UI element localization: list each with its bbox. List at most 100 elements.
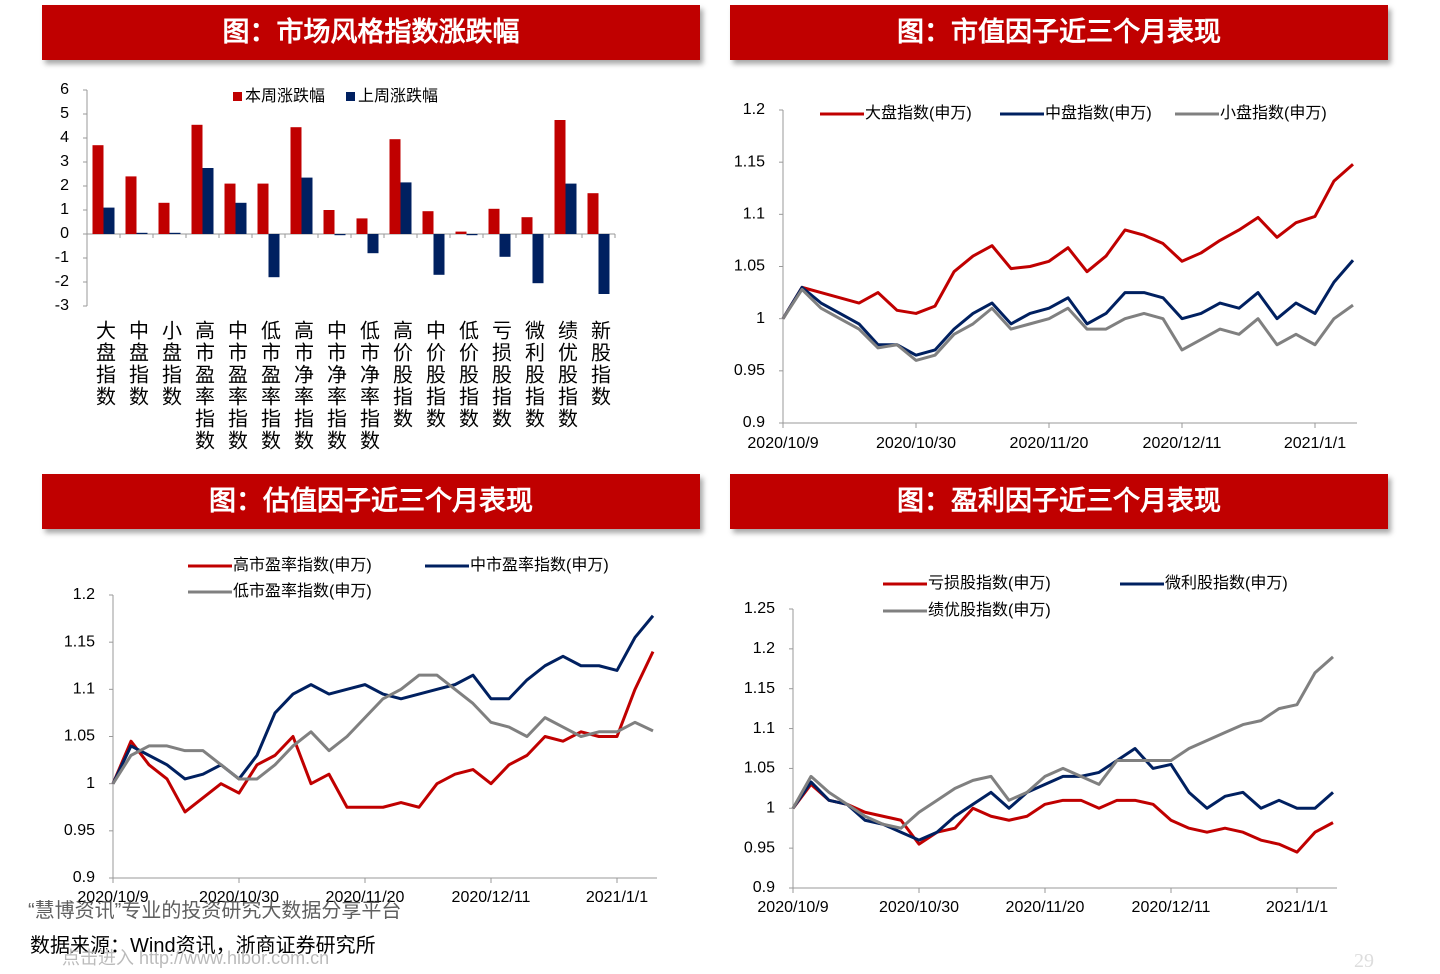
y-tick-label: 1.05: [64, 728, 95, 745]
legend-label: 中市盈率指数(申万): [470, 556, 609, 574]
bar: [532, 234, 544, 284]
legend-label: 绩优股指数(申万): [928, 601, 1051, 619]
bar: [455, 231, 467, 234]
x-tick-label: 中市净率指数: [324, 320, 347, 452]
x-tick-label: 2020/11/20: [326, 889, 405, 906]
x-tick-label: 2021/1/1: [1266, 899, 1328, 916]
legend-label: 低市盈率指数(申万): [233, 582, 372, 600]
x-tick-label: 微利股指数: [522, 320, 545, 430]
x-tick-label: 2020/10/30: [199, 889, 279, 906]
bar: [125, 176, 137, 234]
y-tick-label: 4: [60, 129, 69, 146]
x-tick-label: 2020/10/9: [757, 899, 828, 916]
y-tick-label: 0.9: [73, 869, 95, 886]
y-tick-label: 0.95: [744, 839, 775, 856]
x-tick-label: 2020/11/20: [1006, 899, 1085, 916]
y-tick-label: 1: [60, 201, 69, 218]
y-tick-label: 1.15: [744, 680, 775, 697]
x-tick-label: 低市盈率指数: [258, 320, 281, 452]
y-tick-label: 1.15: [64, 633, 95, 650]
x-tick-label: 2020/12/11: [1132, 899, 1211, 916]
bar: [268, 234, 280, 278]
x-tick-label: 2020/12/11: [452, 889, 531, 906]
chart-title: 图：盈利因子近三个月表现: [730, 474, 1388, 529]
legend-label: 中盘指数(申万): [1045, 103, 1152, 122]
y-tick-label: 5: [60, 105, 69, 122]
y-tick-label: 1.05: [744, 760, 775, 777]
bar: [158, 202, 170, 234]
y-tick-label: 1.05: [734, 258, 765, 275]
y-tick-label: 0.95: [64, 822, 95, 839]
bar: [169, 232, 181, 234]
source: 数据来源：Wind资讯，浙商证券研究所: [30, 935, 376, 957]
bar: [334, 234, 346, 236]
bar: [323, 210, 335, 234]
bar: [257, 183, 269, 234]
legend-label: 微利股指数(申万): [1165, 574, 1288, 592]
series-line: [781, 163, 1354, 320]
x-tick-label: 2021/1/1: [586, 889, 648, 906]
x-tick-label: 高市盈率指数: [192, 320, 215, 452]
y-tick-label: -3: [55, 297, 69, 314]
bar: [191, 124, 203, 234]
series-line: [111, 614, 655, 785]
x-tick-label: 中盘指数: [126, 320, 149, 408]
bar: [356, 218, 368, 234]
bar: [587, 193, 599, 234]
x-tick-label: 2020/10/30: [876, 435, 956, 452]
bar: [521, 217, 533, 234]
legend-label: 亏损股指数(申万): [928, 574, 1051, 592]
y-tick-label: 1.25: [744, 600, 775, 617]
x-tick-label: 绩优股指数: [555, 320, 578, 430]
series-line: [781, 287, 1354, 362]
y-tick-label: 1.1: [753, 720, 775, 737]
legend-label: 小盘指数(申万): [1220, 103, 1327, 122]
bar: [466, 234, 478, 236]
x-tick-label: 新股指数: [588, 320, 611, 408]
legend-swatch: [346, 92, 355, 101]
series-line: [791, 655, 1334, 830]
y-tick-label: 1.1: [73, 681, 95, 698]
bar: [235, 202, 247, 234]
x-tick-label: 中价股指数: [423, 320, 446, 430]
x-tick-label: 2020/10/9: [77, 889, 148, 906]
x-tick-label: 低价股指数: [456, 320, 479, 430]
x-tick-label: 小盘指数: [159, 320, 182, 408]
series-line: [111, 673, 654, 785]
series-line: [111, 650, 655, 814]
legend-swatch: [233, 92, 242, 101]
bar: [202, 168, 214, 234]
chart-title: 图：市值因子近三个月表现: [730, 5, 1388, 60]
y-tick-label: 1.1: [743, 206, 765, 223]
y-tick-label: -2: [55, 273, 69, 290]
bar: [433, 234, 445, 275]
bar: [290, 127, 302, 234]
y-tick-label: 1: [756, 310, 765, 327]
bar: [103, 207, 115, 234]
bar: [301, 177, 313, 234]
bar: [400, 182, 412, 234]
page-number: 29: [1354, 950, 1374, 972]
y-tick-label: 3: [60, 153, 69, 170]
x-tick-label: 高价股指数: [390, 320, 413, 430]
y-tick-label: 1.2: [743, 101, 765, 118]
series-line: [791, 782, 1334, 854]
y-tick-label: 0: [60, 225, 69, 242]
series-line: [791, 747, 1334, 842]
legend-label: 本周涨跌幅: [245, 87, 325, 105]
x-tick-label: 2020/10/30: [879, 899, 959, 916]
y-tick-label: 1.2: [753, 640, 775, 657]
y-tick-label: 1.15: [734, 153, 765, 170]
x-tick-label: 高市净率指数: [291, 320, 314, 452]
y-tick-label: 1.2: [73, 586, 95, 603]
y-tick-label: 0.9: [743, 414, 765, 431]
bar: [488, 208, 500, 234]
bar: [92, 145, 104, 234]
legend-label: 上周涨跌幅: [358, 87, 438, 105]
legend-label: 高市盈率指数(申万): [233, 556, 372, 574]
bar: [565, 183, 577, 234]
bar: [136, 232, 148, 234]
x-tick-label: 2020/11/20: [1010, 435, 1089, 452]
